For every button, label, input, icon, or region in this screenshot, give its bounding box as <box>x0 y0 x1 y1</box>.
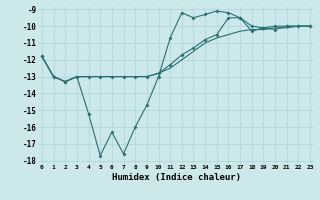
X-axis label: Humidex (Indice chaleur): Humidex (Indice chaleur) <box>111 173 241 182</box>
